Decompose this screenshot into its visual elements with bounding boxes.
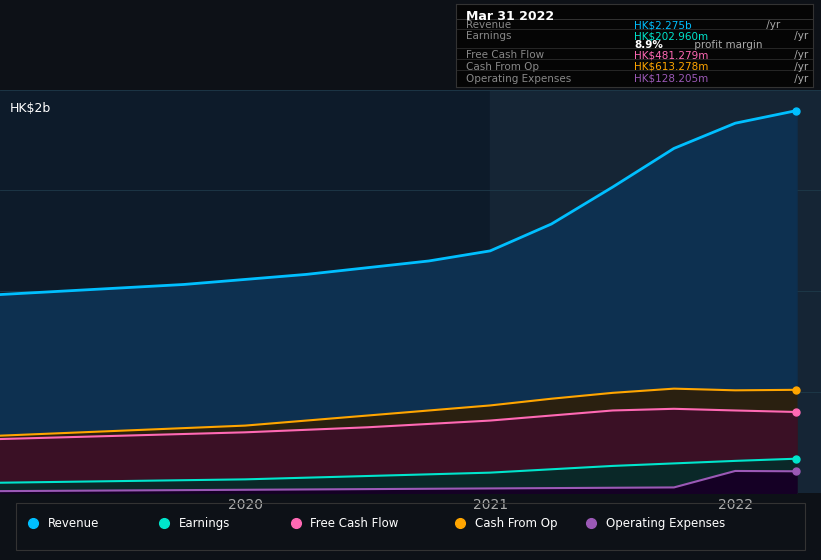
Text: HK$613.278m: HK$613.278m [635, 62, 709, 72]
Text: /yr: /yr [791, 62, 809, 72]
Bar [490, 90, 821, 493]
Text: Cash From Op: Cash From Op [475, 516, 557, 530]
Text: HK$0: HK$0 [10, 468, 44, 480]
Text: HK$2.275b: HK$2.275b [635, 21, 692, 30]
Text: HK$481.279m: HK$481.279m [635, 50, 709, 60]
Text: Mar 31 2022: Mar 31 2022 [466, 10, 554, 23]
Text: HK$202.960m: HK$202.960m [635, 31, 709, 41]
Text: /yr: /yr [791, 50, 809, 60]
Text: /yr: /yr [791, 31, 809, 41]
Text: HK$2b: HK$2b [10, 102, 51, 115]
Text: Free Cash Flow: Free Cash Flow [310, 516, 399, 530]
Text: Operating Expenses: Operating Expenses [606, 516, 725, 530]
Text: 8.9%: 8.9% [635, 40, 663, 49]
Text: /yr: /yr [791, 73, 809, 83]
Text: Revenue: Revenue [466, 21, 511, 30]
Text: profit margin: profit margin [691, 40, 763, 49]
Text: Revenue: Revenue [48, 516, 99, 530]
Text: Earnings: Earnings [179, 516, 231, 530]
Text: /yr: /yr [763, 21, 780, 30]
Text: HK$128.205m: HK$128.205m [635, 73, 709, 83]
Text: Earnings: Earnings [466, 31, 511, 41]
Text: Operating Expenses: Operating Expenses [466, 73, 571, 83]
Text: Free Cash Flow: Free Cash Flow [466, 50, 544, 60]
Text: Cash From Op: Cash From Op [466, 62, 539, 72]
